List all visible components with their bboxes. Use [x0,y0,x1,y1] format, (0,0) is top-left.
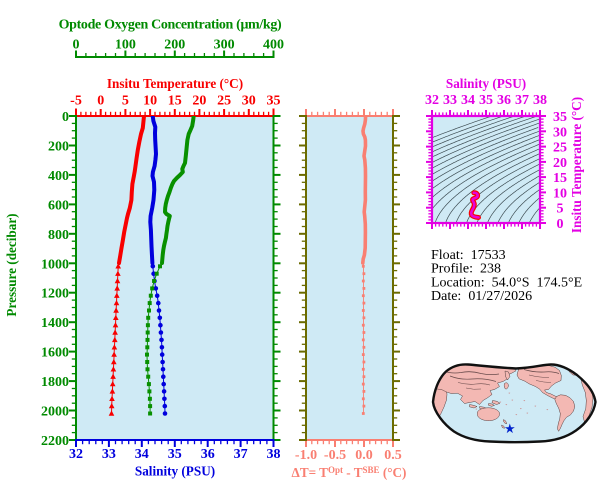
svg-text:34: 34 [135,447,149,462]
svg-text:100: 100 [115,38,136,53]
svg-text:35: 35 [267,94,281,109]
svg-text:0.5: 0.5 [384,448,402,463]
svg-text:-0.5: -0.5 [324,448,346,463]
svg-text:33: 33 [102,447,116,462]
svg-text:25: 25 [217,94,231,109]
svg-text:30: 30 [553,125,567,140]
svg-text:0: 0 [62,110,69,125]
svg-text:33: 33 [443,93,457,108]
svg-text:2000: 2000 [41,405,69,420]
svg-text:Profile: 238: Profile: 238 [431,262,501,277]
svg-text:200: 200 [48,140,69,155]
svg-text:1800: 1800 [41,375,69,390]
svg-text:2200: 2200 [41,434,69,449]
svg-text:1400: 1400 [41,316,69,331]
svg-text:32: 32 [69,447,83,462]
svg-text:600: 600 [48,198,69,213]
svg-text:36: 36 [497,93,511,108]
svg-text:Insitu Temperature (°C): Insitu Temperature (°C) [107,76,243,91]
svg-text:15: 15 [553,171,567,186]
svg-text:400: 400 [263,38,284,53]
svg-text:10: 10 [553,186,567,201]
svg-text:0.0: 0.0 [355,448,373,463]
svg-text:10: 10 [143,94,157,109]
svg-text:20: 20 [553,156,567,171]
svg-text:300: 300 [214,38,235,53]
svg-text:5: 5 [122,94,129,109]
svg-text:30: 30 [242,94,256,109]
svg-text:5: 5 [557,202,564,217]
svg-text:Salinity (PSU): Salinity (PSU) [446,76,526,91]
svg-text:0: 0 [557,217,564,232]
svg-text:1200: 1200 [41,287,69,302]
svg-text:Insitu Temperature (°C): Insitu Temperature (°C) [569,97,584,233]
svg-text:400: 400 [48,169,69,184]
svg-text:37: 37 [234,447,248,462]
svg-text:35: 35 [479,93,493,108]
svg-text:35: 35 [168,447,182,462]
svg-text:ΔT= TOpt - TSBE (°C): ΔT= TOpt - TSBE (°C) [292,465,407,480]
svg-text:37: 37 [515,93,529,108]
svg-text:20: 20 [192,94,206,109]
svg-text:Date: 01/27/2026: Date: 01/27/2026 [431,289,532,304]
svg-text:-1.0: -1.0 [295,448,317,463]
svg-text:Pressure (decibar): Pressure (decibar) [4,213,19,316]
svg-text:38: 38 [533,93,547,108]
svg-text:200: 200 [164,38,185,53]
svg-text:800: 800 [48,228,69,243]
svg-text:Float: 17533: Float: 17533 [431,248,506,263]
svg-text:35: 35 [553,110,567,125]
svg-text:38: 38 [267,447,281,462]
svg-text:Optode Oxygen Concentration (μ: Optode Oxygen Concentration (μm/kg) [59,18,282,33]
svg-text:25: 25 [553,141,567,156]
svg-text:-5: -5 [70,94,82,109]
svg-text:34: 34 [461,93,475,108]
svg-text:Location: 54.0°S 174.5°E: Location: 54.0°S 174.5°E [431,276,582,291]
svg-text:0: 0 [73,38,80,53]
svg-text:32: 32 [425,93,439,108]
svg-text:15: 15 [168,94,182,109]
svg-text:0: 0 [97,94,104,109]
svg-text:1600: 1600 [41,346,69,361]
svg-text:Salinity (PSU): Salinity (PSU) [135,464,215,479]
svg-text:36: 36 [201,447,215,462]
svg-text:1000: 1000 [41,257,69,272]
